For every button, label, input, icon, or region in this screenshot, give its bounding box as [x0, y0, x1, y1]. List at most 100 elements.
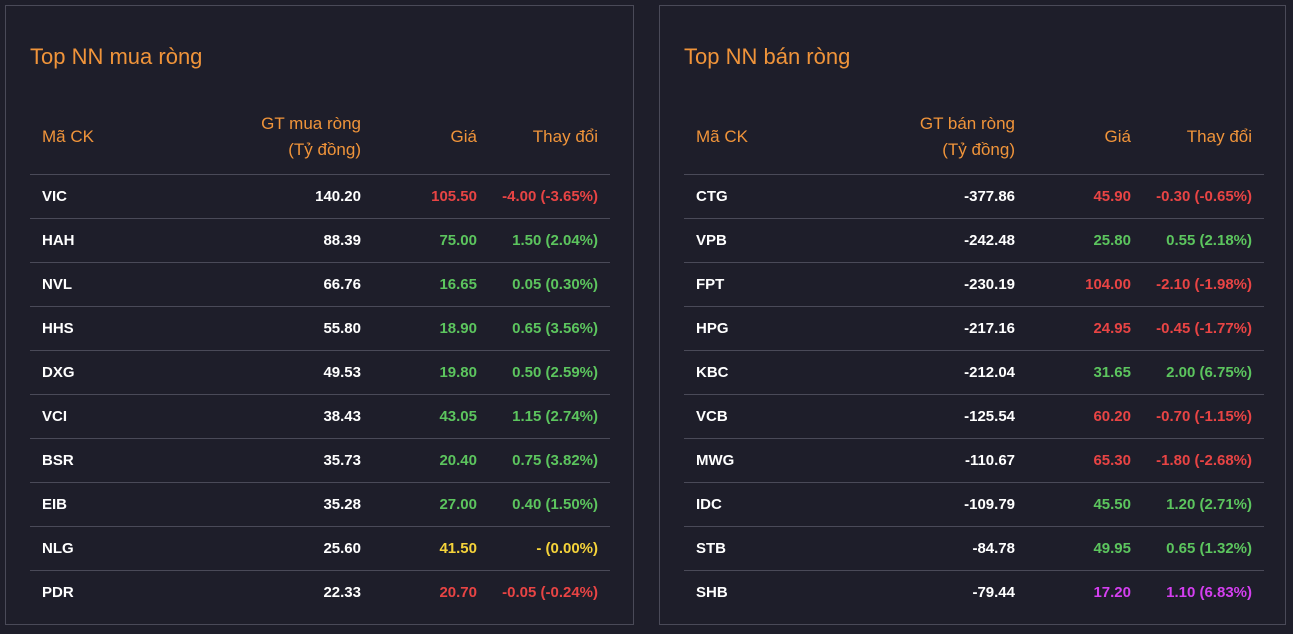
- net-value-cell: 25.60: [174, 526, 373, 571]
- change-cell: -4.00 (-3.65%): [489, 174, 610, 219]
- table-row[interactable]: HAH 88.39 75.00 1.50 (2.04%): [30, 218, 610, 263]
- table-row[interactable]: VPB -242.48 25.80 0.55 (2.18%): [684, 218, 1264, 263]
- top-foreign-net-sell-panel: Top NN bán ròng Mã CK GT bán ròng (Tỷ đồn…: [659, 5, 1286, 625]
- panel-title: Top NN mua ròng: [30, 44, 203, 69]
- table-row[interactable]: NLG 25.60 41.50- (0.00%): [30, 526, 610, 571]
- price-cell: 16.65: [373, 262, 489, 307]
- net-value-cell: 35.28: [174, 482, 373, 527]
- net-buy-table-body: VIC 140.20 105.50 -4.00 (-3.65%) HAH 88.39 75.…: [30, 174, 610, 615]
- symbol-cell: VPB: [684, 218, 828, 263]
- net-value-column-header[interactable]: GT bán ròng (Tỷ đồng): [828, 100, 1027, 175]
- symbol-cell: HAH: [30, 218, 174, 263]
- net-value-header-line1: GT bán ròng: [919, 114, 1015, 133]
- symbol-cell: NLG: [30, 526, 174, 571]
- price-cell: 75.00: [373, 218, 489, 263]
- symbol-cell: IDC: [684, 482, 828, 527]
- net-value-cell: -79.44: [972, 584, 1015, 601]
- symbol-cell: MWG: [684, 438, 828, 483]
- price-column-header[interactable]: Giá: [373, 100, 489, 175]
- price-cell: 27.00: [373, 482, 489, 527]
- change-cell: 0.75 (3.82%): [489, 438, 610, 483]
- net-sell-table-body: CTG -377.86 45.90 -0.30 (-0.65%) VPB -242.48 2…: [684, 174, 1264, 615]
- net-value-header-line1: GT mua ròng: [261, 114, 361, 133]
- table-row[interactable]: SHB -79.44 17.20 1.10 (6.83%): [684, 571, 1264, 615]
- price-cell: 43.05: [373, 394, 489, 439]
- price-cell: 49.95: [1027, 526, 1143, 571]
- net-value-cell: -377.86: [828, 174, 1027, 219]
- symbol-cell: HHS: [30, 306, 174, 351]
- net-value-cell: 55.80: [174, 306, 373, 351]
- change-cell: 1.10 (6.83%): [1166, 584, 1252, 601]
- table-row[interactable]: FPT -230.19 104.00 -2.10 (-1.98%): [684, 262, 1264, 307]
- price-column-header[interactable]: Giá: [1027, 100, 1143, 175]
- change-cell: -0.45 (-1.77%): [1143, 306, 1264, 351]
- net-value-cell: -230.19: [828, 262, 1027, 307]
- symbol-cell: EIB: [30, 482, 174, 527]
- change-cell: 1.50 (2.04%): [489, 218, 610, 263]
- change-cell: 1.15 (2.74%): [489, 394, 610, 439]
- symbol-cell: STB: [684, 526, 828, 571]
- change-cell: 2.00 (6.75%): [1143, 350, 1264, 395]
- change-cell: 0.55 (2.18%): [1143, 218, 1264, 263]
- price-cell: 20.70: [439, 584, 477, 601]
- table-row[interactable]: IDC -109.79 45.50 1.20 (2.71%): [684, 482, 1264, 527]
- table-row[interactable]: MWG -110.67 65.30 -1.80 (-2.68%): [684, 438, 1264, 483]
- net-value-header-line2: (Tỷ đồng): [288, 140, 361, 159]
- table-row[interactable]: EIB 35.28 27.00 0.40 (1.50%): [30, 482, 610, 527]
- table-row[interactable]: BSR 35.73 20.40 0.75 (3.82%): [30, 438, 610, 483]
- price-cell: 45.90: [1027, 174, 1143, 219]
- symbol-column-header[interactable]: Mã CK: [30, 100, 174, 175]
- net-sell-table: Mã CK GT bán ròng (Tỷ đồng) Giá Thay đổi …: [684, 100, 1264, 614]
- table-header-row: Mã CK GT bán ròng (Tỷ đồng) Giá Thay đổi: [684, 100, 1264, 175]
- table-row[interactable]: DXG 49.53 19.80 0.50 (2.59%): [30, 350, 610, 395]
- symbol-column-header[interactable]: Mã CK: [684, 100, 828, 175]
- change-column-header[interactable]: Thay đổi: [1143, 100, 1264, 175]
- price-cell: 65.30: [1027, 438, 1143, 483]
- change-column-header[interactable]: Thay đổi: [489, 100, 610, 175]
- top-foreign-net-buy-panel: Top NN mua ròng Mã CK GT mua ròng (Tỷ đồn…: [5, 5, 634, 625]
- table-row[interactable]: VCI 38.43 43.05 1.15 (2.74%): [30, 394, 610, 439]
- net-value-cell: 49.53: [174, 350, 373, 395]
- net-value-cell: -110.67: [828, 438, 1027, 483]
- symbol-cell: VCB: [684, 394, 828, 439]
- change-cell: 0.65 (1.32%): [1143, 526, 1264, 571]
- net-value-cell: -212.04: [828, 350, 1027, 395]
- change-cell: -1.80 (-2.68%): [1143, 438, 1264, 483]
- table-row[interactable]: CTG -377.86 45.90 -0.30 (-0.65%): [684, 174, 1264, 219]
- symbol-cell: HPG: [684, 306, 828, 351]
- symbol-cell: CTG: [684, 174, 828, 219]
- change-cell: 0.40 (1.50%): [489, 482, 610, 527]
- table-header-row: Mã CK GT mua ròng (Tỷ đồng) Giá Thay đổi: [30, 100, 610, 175]
- net-value-cell: 140.20: [174, 174, 373, 219]
- change-cell: -0.70 (-1.15%): [1143, 394, 1264, 439]
- price-cell: 19.80: [373, 350, 489, 395]
- price-cell: 104.00: [1027, 262, 1143, 307]
- table-row[interactable]: VIC 140.20 105.50 -4.00 (-3.65%): [30, 174, 610, 219]
- price-cell: 105.50: [373, 174, 489, 219]
- net-buy-table: Mã CK GT mua ròng (Tỷ đồng) Giá Thay đổi …: [30, 100, 610, 614]
- table-row[interactable]: HHS 55.80 18.90 0.65 (3.56%): [30, 306, 610, 351]
- net-value-column-header[interactable]: GT mua ròng (Tỷ đồng): [174, 100, 373, 175]
- panel-title: Top NN bán ròng: [684, 44, 851, 69]
- price-cell: 25.80: [1027, 218, 1143, 263]
- symbol-cell: DXG: [30, 350, 174, 395]
- price-cell: 60.20: [1027, 394, 1143, 439]
- table-row[interactable]: STB -84.78 49.95 0.65 (1.32%): [684, 526, 1264, 571]
- price-cell: 45.50: [1027, 482, 1143, 527]
- table-row[interactable]: NVL 66.76 16.65 0.05 (0.30%): [30, 262, 610, 307]
- net-value-cell: 35.73: [174, 438, 373, 483]
- table-row[interactable]: PDR 22.33 20.70 -0.05 (-0.24%): [30, 571, 610, 615]
- change-cell: 0.05 (0.30%): [489, 262, 610, 307]
- price-cell: 31.65: [1027, 350, 1143, 395]
- symbol-cell: BSR: [30, 438, 174, 483]
- price-cell: 41.50: [373, 526, 489, 571]
- table-row[interactable]: VCB -125.54 60.20 -0.70 (-1.15%): [684, 394, 1264, 439]
- table-row[interactable]: HPG -217.16 24.95 -0.45 (-1.77%): [684, 306, 1264, 351]
- net-value-cell: 66.76: [174, 262, 373, 307]
- symbol-cell: SHB: [696, 584, 728, 601]
- change-cell: 0.50 (2.59%): [489, 350, 610, 395]
- price-cell: 18.90: [373, 306, 489, 351]
- table-row[interactable]: KBC -212.04 31.65 2.00 (6.75%): [684, 350, 1264, 395]
- net-value-cell: 22.33: [323, 584, 361, 601]
- net-value-header-line2: (Tỷ đồng): [942, 140, 1015, 159]
